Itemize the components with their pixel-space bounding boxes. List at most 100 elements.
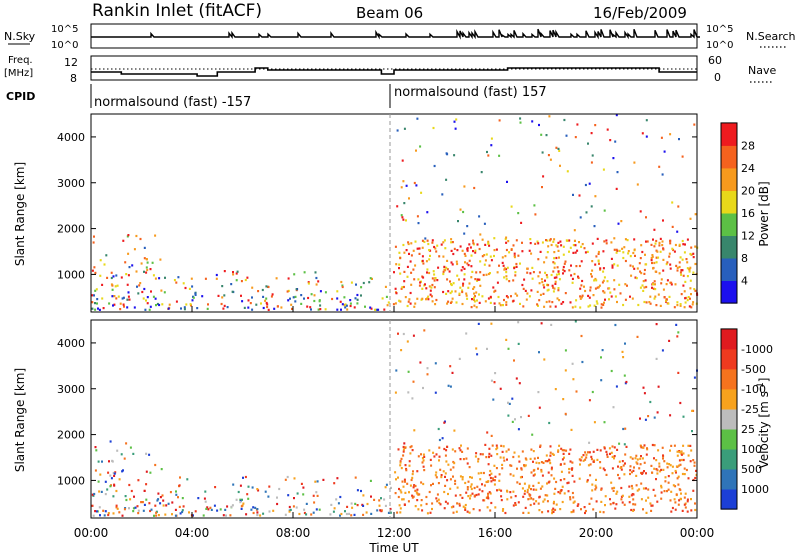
scatter-cell [112, 304, 114, 307]
scatter-cell [479, 260, 482, 263]
scatter-cell [401, 480, 404, 483]
scatter-cell [601, 281, 604, 284]
scatter-cell [546, 239, 549, 242]
x-tick-label: 08:00 [276, 526, 311, 540]
scatter-cell [417, 278, 420, 281]
scatter-cell [563, 478, 566, 481]
scatter-cell [449, 301, 452, 304]
scatter-cell [262, 512, 265, 515]
scatter-cell [414, 505, 417, 508]
scatter-cell [110, 283, 113, 286]
scatter-cell [422, 459, 425, 462]
scatter-cell [505, 301, 508, 304]
scatter-cell [552, 502, 555, 505]
scatter-cell [495, 248, 498, 251]
scatter-cell [479, 284, 482, 287]
scatter-cell [549, 451, 552, 454]
scatter-cell [246, 493, 249, 496]
scatter-cell [515, 377, 518, 380]
scatter-cell [414, 484, 417, 488]
scatter-cell [480, 171, 483, 174]
scatter-cell [229, 514, 232, 517]
scatter-cell [400, 214, 403, 217]
scatter-cell [417, 222, 420, 225]
colorbar-swatch [721, 122, 737, 146]
scatter-cell [183, 308, 186, 311]
scatter-cell [438, 459, 440, 462]
scatter-cell [591, 242, 594, 245]
scatter-cell [676, 335, 679, 338]
scatter-cell [683, 306, 686, 309]
scatter-cell [343, 304, 346, 307]
scatter-cell [91, 269, 94, 272]
scatter-cell [675, 471, 677, 474]
scatter-cell [584, 511, 586, 515]
scatter-cell [315, 491, 318, 494]
scatter-cell [97, 307, 99, 310]
scatter-cell [679, 401, 682, 405]
scatter-cell [610, 241, 613, 244]
scatter-cell [655, 239, 658, 243]
scatter-cell [623, 246, 626, 249]
scatter-cell [571, 491, 574, 495]
scatter-cell [409, 452, 412, 455]
scatter-cell [412, 380, 415, 383]
scatter-cell [503, 267, 506, 270]
scatter-cell [341, 285, 344, 289]
scatter-cell [475, 306, 478, 309]
scatter-cell [451, 371, 454, 374]
scatter-cell [394, 245, 397, 248]
scatter-cell [605, 473, 608, 476]
scatter-cell [640, 482, 643, 485]
scatter-cell [174, 514, 177, 517]
scatter-cell [521, 250, 524, 253]
scatter-cell [462, 282, 465, 285]
scatter-cell [506, 266, 509, 269]
scatter-cell [288, 510, 291, 513]
scatter-cell [676, 269, 679, 272]
scatter-cell [512, 299, 515, 302]
scatter-cell [157, 492, 160, 495]
scatter-cell [437, 266, 440, 269]
scatter-cell [475, 271, 478, 274]
scatter-cell [356, 298, 359, 301]
scatter-cell [293, 273, 296, 276]
scatter-cell [254, 506, 257, 509]
scatter-cell [618, 249, 621, 252]
scatter-cell [377, 308, 380, 311]
scatter-cell [584, 289, 587, 293]
scatter-cell [572, 378, 575, 381]
x-tick-label: 04:00 [175, 526, 210, 540]
x-tick-label: 16:00 [478, 526, 513, 540]
scatter-cell [496, 271, 499, 274]
scatter-cell [231, 504, 234, 507]
scatter-cell [644, 253, 646, 256]
scatter-cell [94, 469, 97, 472]
scatter-cell [406, 482, 409, 485]
scatter-cell [436, 493, 439, 496]
scatter-cell [364, 305, 366, 308]
scatter-cell [528, 484, 531, 487]
scatter-cell [209, 506, 212, 509]
scatter-cell [623, 473, 626, 476]
scatter-cell [394, 391, 397, 394]
scatter-cell [123, 305, 125, 308]
scatter-cell [645, 135, 648, 138]
scatter-cell [449, 280, 451, 283]
scatter-cell [207, 508, 210, 511]
y-tick-label: 4000 [57, 337, 85, 350]
scatter-cell [223, 294, 226, 297]
scatter-cell [535, 500, 538, 503]
scatter-cell [492, 398, 495, 401]
scatter-cell [474, 251, 477, 254]
freq-tick-bottom: 8 [70, 72, 77, 85]
scatter-cell [111, 295, 114, 298]
scatter-cell [549, 454, 552, 457]
scatter-cell [611, 266, 614, 269]
scatter-cell [659, 237, 662, 240]
scatter-cell [115, 297, 118, 300]
scatter-cell [650, 259, 653, 262]
scatter-cell [402, 454, 405, 457]
scatter-cell [145, 266, 148, 269]
scatter-cell [686, 261, 689, 264]
